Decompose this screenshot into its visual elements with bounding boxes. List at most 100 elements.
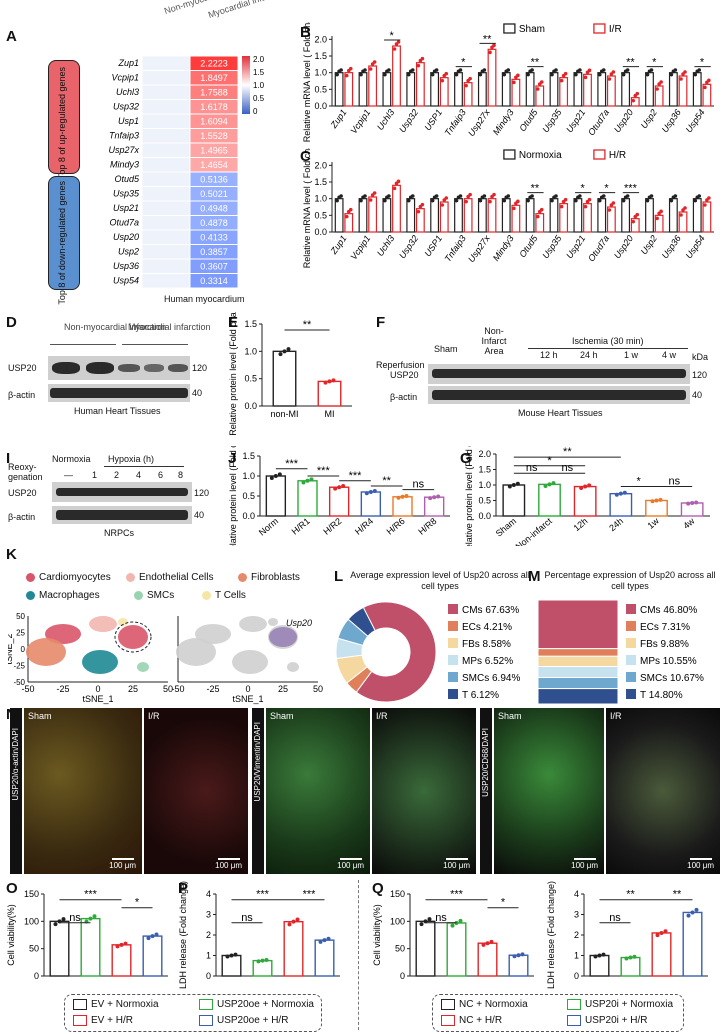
blot-h-t0: — [64,470,73,480]
legend-left: EV + Normoxia USP20oe + Normoxia EV + H/… [64,994,322,1032]
blot-h-normoxia: Normoxia [52,454,91,464]
bar-control [549,198,559,233]
tsne-x-tick: 50 [313,684,323,694]
bar-treatment [415,62,425,107]
dot-treatment [635,212,640,217]
data-point [372,489,377,494]
stacked-legend-swatch [626,672,636,682]
data-point [260,958,265,963]
x-tick-label: MI [325,409,335,419]
data-point [396,495,401,500]
stacked-segment [537,688,619,705]
heatmap-cell-nonmi [141,273,191,289]
heatmap-gene-label: Usp27x [108,145,139,155]
x-tick-label: Usp32 [397,107,420,134]
data-point [618,491,623,496]
heatmap-cell-nonmi [141,258,191,274]
dot-control [383,72,387,77]
blot-h-row1: USP20 [8,488,37,498]
legend-swatch-treatment [593,149,606,160]
blot-h-hypoxia: Hypoxia (h) [108,454,155,464]
blot-d-caption: Human Heart Tissues [74,406,161,416]
dot-treatment [416,209,421,214]
bar-treatment [511,78,521,107]
dot-control [574,198,578,203]
tsne-legend-item: Cardiomyocytes [26,572,111,583]
x-tick-label: Usp20 [612,107,635,134]
bar [446,922,467,977]
dot-treatment [440,78,445,83]
data-point [269,476,274,480]
panel-letter-c: C [300,148,311,165]
panel-letter-k: L [334,568,344,585]
dot-treatment [535,214,540,219]
data-point [309,477,314,482]
dot-control [482,68,487,72]
dot-treatment [368,67,373,71]
bar-treatment [439,77,449,107]
heatmap-value: 0.3314 [200,276,228,286]
stacked-legend-swatch [626,655,636,665]
tsne-legend-item: Endothelial Cells [126,572,214,583]
bar [221,954,242,977]
sig-mark: ** [626,57,635,69]
tsne-legend-item: SMCs [134,590,174,601]
y-tick-label: 0.0 [478,511,491,521]
panel-letter-l: M [528,568,541,585]
sig-mark: ** [303,319,312,331]
stacked-legend-label: CMs 46.80% [640,605,697,616]
sig-mark: ns [69,912,81,924]
heatmap-gene-label: Usp1 [118,116,139,126]
x-tick-label: Usp32 [397,233,420,260]
legend-right: NC + Normoxia USP20i + Normoxia NC + H/R… [432,994,684,1032]
dot-treatment [683,206,687,210]
tsne-expression-cluster [269,627,297,647]
blot-f-sham: Sham [434,344,458,354]
bar [272,350,297,407]
blot-f-t3: 1 w [624,350,639,360]
blot-h-kda2: 40 [194,510,205,520]
y-tick-label: 1.5 [478,465,491,475]
heatmap-cell-nonmi [141,84,191,100]
tsne-legend-item: Fibroblasts [238,572,300,583]
x-tick-label: USP1 [422,233,444,258]
bar [573,485,597,517]
panel-letter-e: E [228,314,239,331]
dot-treatment [583,204,588,209]
donut-legend-label: MPs 6.52% [462,656,513,667]
x-tick-label: H/R2 [321,516,343,537]
legend-swatch-control [503,149,516,160]
dot-treatment [539,80,544,84]
y-tick-label: 0.5 [244,374,257,384]
blot-f-caption: Mouse Heart Tissues [518,408,603,418]
bar-control [382,198,392,233]
data-point [507,484,512,489]
tsne-cluster-gray [195,624,231,644]
colorbar-tick: 1.5 [253,68,265,77]
heatmap-gene-label: Vcpip1 [111,73,139,83]
stacked-legend-label: ECs 7.31% [640,622,690,633]
heatmap-gene-label: Usp32 [113,102,139,112]
dot-treatment [512,80,516,85]
data-point [512,954,517,959]
data-point [516,953,521,958]
y-tick-label: 2 [574,930,579,940]
dot-treatment [420,202,425,207]
bar [252,959,273,977]
heatmap-value: 1.4654 [200,160,228,170]
bar-control [525,72,535,107]
sig-mark: *** [256,889,270,901]
heatmap-cell-nonmi [141,200,191,216]
dot-treatment [348,207,353,212]
bar [297,480,318,517]
y-tick-label: 0 [400,971,405,981]
x-tick-label: H/R1 [290,516,312,537]
heatmap-gene-label: Usp20 [113,232,139,242]
dot-treatment [488,50,492,55]
bar [682,911,703,977]
bar-control [668,72,678,107]
group-up-box: Top 8 of up-regulated genes [48,60,80,179]
bar [620,956,641,977]
